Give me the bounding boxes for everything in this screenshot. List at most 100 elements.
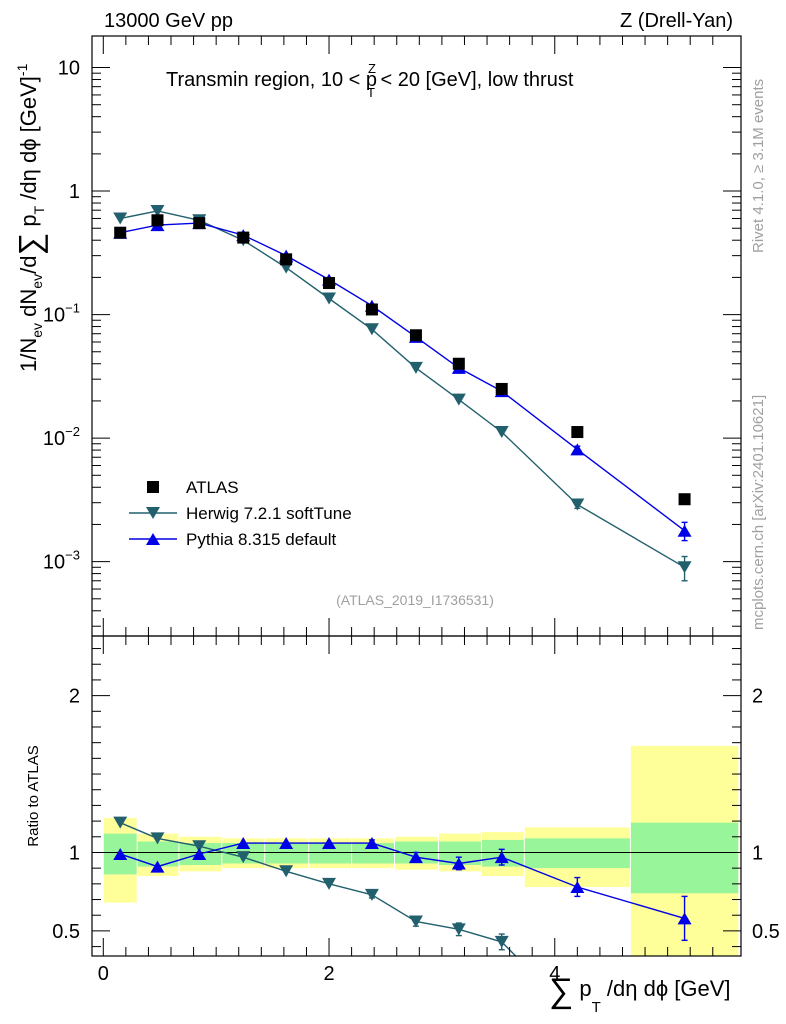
main-series (113, 204, 692, 582)
tick-exponent: −3 (65, 548, 80, 563)
uncertainty-band-stat (630, 822, 739, 894)
ratio-x-tick-label: 4 (549, 963, 560, 985)
ylabel-s2: ev (29, 274, 45, 289)
legend-pythia-marker (146, 533, 160, 545)
ratio-y-tick-label-right: 1 (752, 842, 763, 864)
legend-herwig-marker (146, 507, 160, 519)
legend-atlas-marker (147, 481, 159, 493)
main-y-label: 1/Nev dNev/d∑ pT /dη dϕ [GeV]-1 (12, 63, 48, 372)
header-left: 13000 GeV pp (104, 10, 233, 32)
title-part-a: Transmin region, 10 < p (166, 69, 377, 91)
ratio-y-tick-label: 1 (69, 842, 80, 864)
ratio-point (192, 840, 207, 853)
ratio-point (570, 880, 585, 893)
ratio-point (408, 915, 423, 928)
uncertainty-band-stat (309, 843, 352, 864)
ratio-point (364, 837, 379, 850)
main-point (677, 524, 692, 537)
main-x-ticks (102, 36, 714, 636)
main-series-line (120, 222, 686, 532)
main-point (571, 426, 584, 439)
ratio-series-line (119, 842, 685, 920)
ratio-x-tick-label: 0 (98, 963, 109, 985)
ylabel-p3: /d (16, 256, 41, 274)
legend-herwig-label: Herwig 7.2.1 softTune (186, 504, 352, 523)
ratio-point (451, 923, 466, 936)
main-point (237, 231, 250, 244)
ratio-y-tick-label: 0.5 (52, 921, 80, 943)
ratio-point (494, 851, 509, 864)
title-part-b: < 20 [GeV], low thrust (375, 69, 574, 91)
main-point (280, 253, 293, 266)
main-point (494, 426, 509, 439)
header-right: Z (Drell-Yan) (620, 10, 733, 32)
main-point (151, 214, 164, 227)
tick-base: 10 (43, 428, 65, 450)
uncertainty-band-stat (439, 841, 481, 866)
main-y-tick-label: 10−1 (43, 301, 80, 327)
rivet-label: Rivet 4.1.0, ≥ 3.1M events (750, 79, 767, 253)
ratio-y-label: Ratio to ATLAS (25, 745, 42, 846)
ratio-point (113, 848, 128, 861)
main-title: Transmin region, 10 < pZ T < 20 [GeV], lo… (166, 61, 574, 100)
ratio-point (113, 816, 128, 829)
ylabel-sup: -1 (14, 63, 30, 76)
main-point (409, 329, 422, 342)
main-point (570, 498, 585, 511)
main-point (150, 204, 165, 217)
xlabel-rest: /dη dϕ [GeV] (601, 976, 731, 1001)
legend-atlas-label: ATLAS (186, 478, 239, 497)
xlabel-sub: T (592, 999, 601, 1016)
ratio-x-ticks: 0 2 4 (98, 636, 714, 985)
ratio-y-tick-label-right: 0.5 (752, 921, 780, 943)
title-sup: Z (368, 61, 376, 76)
ylabel-p5: /dη dϕ [GeV] (16, 76, 41, 206)
ratio-y-tick-label-right: 2 (752, 686, 763, 708)
main-point (114, 226, 127, 239)
legend-pythia-label: Pythia 8.315 default (186, 530, 337, 549)
ylabel-sum: ∑ (12, 233, 48, 256)
analysis-id: (ATLAS_2019_I1736531) (336, 592, 494, 608)
xlabel-p: p (573, 976, 591, 1001)
main-point (495, 382, 508, 395)
main-y-tick-label: 10 (58, 58, 80, 80)
ratio-point (279, 865, 294, 878)
tick-base: 10 (43, 552, 65, 574)
main-point (570, 443, 585, 456)
ratio-point (322, 877, 337, 890)
ratio-point (322, 837, 337, 850)
main-y-tick-label: 10−3 (43, 548, 80, 574)
ylabel-s4: T (31, 205, 47, 214)
legend: ATLAS Herwig 7.2.1 softTune Pythia 8.315… (129, 478, 352, 549)
tick-base: 10 (43, 305, 65, 327)
main-y-tick-label: 1 (69, 181, 80, 203)
ylabel-p1: 1/N (16, 338, 41, 372)
ylabel-p2: dN (16, 289, 41, 323)
uncertainty-band-stat (524, 838, 630, 869)
ratio-panel: 2 2 1 1 0.5 0.5 0 2 4 Ratio to ATLAS ∑ pT /dη d… (25, 635, 780, 1016)
ratio-point (451, 857, 466, 870)
tick-base: 10 (58, 58, 80, 80)
xlabel-sum: ∑ (549, 972, 573, 1010)
main-series-line (120, 210, 685, 568)
main-point (452, 357, 465, 370)
main-point (678, 493, 691, 506)
title-sub: T (367, 85, 375, 100)
ratio-x-label: ∑ pT /dη dϕ [GeV] (549, 972, 731, 1016)
ratio-point (677, 912, 692, 925)
ratio-point (150, 860, 165, 873)
ratio-y-ticks: 2 2 1 1 0.5 0.5 (52, 648, 780, 948)
ratio-y-tick-label: 2 (69, 686, 80, 708)
tick-exponent: −1 (65, 301, 80, 316)
main-point (451, 393, 466, 406)
ratio-point (494, 935, 509, 948)
main-point (365, 303, 378, 316)
mcplots-label: mcplots.cern.ch [arXiv:2401.10621] (750, 395, 767, 630)
uncertainty-band-stat (352, 843, 394, 864)
ratio-x-tick-label: 2 (323, 963, 334, 985)
ylabel-p4: p (16, 214, 41, 232)
ratio-point (150, 832, 165, 845)
